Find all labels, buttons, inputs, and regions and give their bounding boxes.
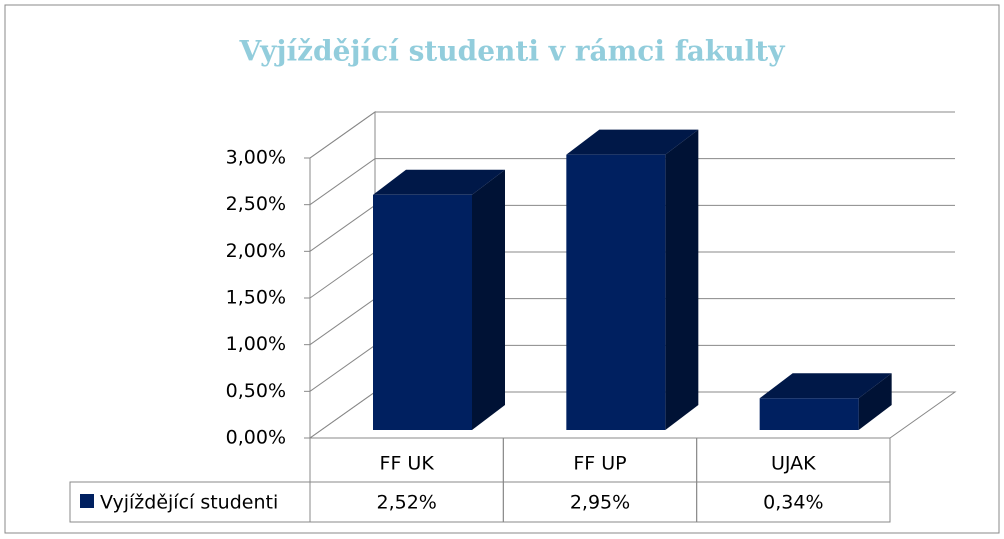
x-tick-label: FF UP	[573, 453, 626, 475]
bar-top	[566, 129, 699, 155]
data-label: 2,95%	[570, 492, 630, 514]
y-tick-label: 2,50%	[226, 193, 286, 215]
table-cell	[696, 481, 891, 523]
bar	[759, 398, 859, 430]
grid-line	[309, 251, 376, 299]
legend-label: Vyjíždějící studenti	[100, 492, 278, 514]
y-tick-label: 1,00%	[226, 333, 286, 355]
data-label: 0,34%	[763, 492, 823, 514]
grid-line	[309, 391, 376, 439]
grid-line	[309, 344, 376, 392]
grid-line	[309, 204, 376, 252]
chart-title: Vyjíždějící studenti v rámci fakulty	[238, 35, 785, 68]
grid-line	[309, 158, 376, 206]
y-tick-label: 2,00%	[226, 240, 286, 262]
bar	[373, 194, 472, 430]
y-tick-label: 0,00%	[226, 427, 286, 449]
bar-side	[858, 373, 892, 430]
bar	[566, 154, 666, 430]
bar-top	[373, 169, 505, 195]
grid-line	[309, 111, 376, 159]
bar-side	[665, 129, 699, 430]
legend-key	[80, 494, 94, 508]
bar-side	[472, 169, 505, 431]
y-tick-label: 3,00%	[226, 147, 286, 169]
x-tick-label: UJAK	[771, 453, 816, 475]
x-tick-label: FF UK	[380, 453, 435, 475]
grid-line	[309, 298, 376, 346]
y-tick-label: 1,50%	[226, 287, 286, 309]
data-label: 2,52%	[376, 492, 436, 514]
y-tick-label: 0,50%	[226, 380, 286, 402]
bar-top	[759, 373, 892, 399]
